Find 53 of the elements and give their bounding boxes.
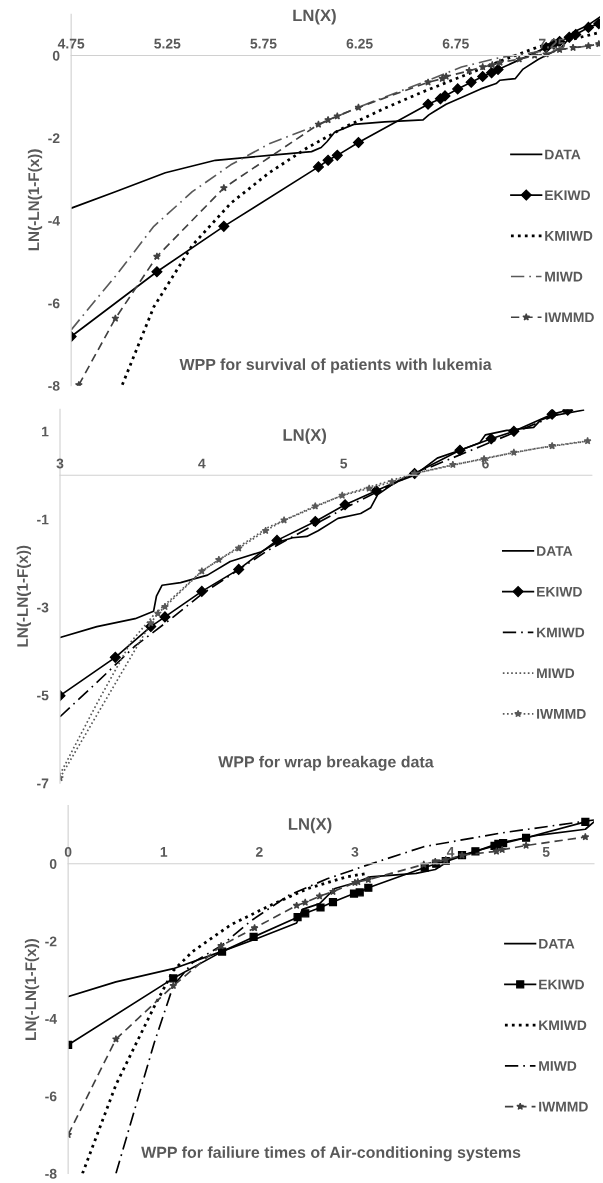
x-tick-label: 4 — [446, 847, 455, 857]
x-tick-label: 5 — [542, 847, 550, 857]
legend-label: MIWD — [539, 1061, 577, 1071]
y-tick-label: -7 — [37, 778, 49, 789]
legend-label: EKIWD — [537, 586, 582, 597]
y-tick-label: -5 — [37, 690, 49, 701]
x-tick-label: 5.25 — [154, 38, 181, 49]
y-tick-label: -6 — [45, 1091, 57, 1102]
y-tick-label: -8 — [45, 1168, 57, 1179]
x-tick-label: 2 — [255, 846, 263, 857]
y-tick-label: -1 — [37, 514, 49, 525]
x-tick-label: 3 — [351, 846, 359, 857]
x-tick-label: 5 — [340, 458, 348, 469]
legend-label: EKIWD — [539, 979, 584, 990]
legend-label: KMIWD — [539, 1020, 587, 1030]
y-axis-title: LN(-LN(1-F(x)) — [24, 939, 40, 1040]
y-tick-label: 0 — [52, 50, 60, 61]
x-tick-label: 6.25 — [346, 38, 373, 49]
y-axis-title: LN(-LN(1-F(x)) — [16, 545, 31, 647]
x-tick-label: 0 — [64, 846, 72, 857]
legend-label: KMIWD — [545, 231, 593, 241]
legend-label: DATA — [545, 149, 581, 160]
text: WPP for failiure times of Air-conditioning systems — [141, 1146, 521, 1162]
y-tick-label: -4 — [48, 216, 60, 226]
legend-label: MIWD — [545, 271, 583, 282]
x-tick-label: 1 — [160, 847, 168, 857]
y-axis-title: LN(-LN(1-F(x)) — [27, 149, 43, 251]
x-tick-label: 6.75 — [442, 38, 469, 49]
text: WPP for survival of patients with lukemia — [179, 358, 492, 374]
y-tick-label: -2 — [48, 133, 60, 144]
legend-label: DATA — [537, 546, 573, 556]
legend-label: MIWD — [537, 668, 575, 678]
legend-label: IWMMD — [545, 312, 594, 323]
text: WPP for wrap breakage data — [218, 755, 434, 771]
x-axis-title: LN(X) — [288, 817, 332, 834]
x-tick-label: 4.75 — [57, 38, 85, 49]
y-tick-label: 0 — [49, 859, 57, 869]
y-tick-label: -4 — [45, 1014, 57, 1024]
x-tick-label: 4 — [198, 458, 206, 469]
x-axis-title: LN(X) — [283, 428, 327, 445]
y-tick-label: 1 — [42, 426, 49, 437]
legend-label: KMIWD — [537, 627, 585, 638]
y-tick-label: -3 — [37, 602, 49, 613]
legend-label: IWMMD — [539, 1101, 588, 1112]
y-tick-label: -6 — [48, 298, 60, 309]
legend-label: EKIWD — [545, 190, 590, 200]
x-axis-title: LN(X) — [293, 9, 336, 25]
legend-label: IWMMD — [537, 709, 586, 719]
y-tick-label: -2 — [45, 936, 57, 947]
x-tick-label: 3 — [56, 458, 64, 469]
legend-label: DATA — [539, 938, 575, 949]
y-tick-label: -8 — [48, 380, 60, 391]
x-tick-label: 5.75 — [250, 38, 277, 49]
